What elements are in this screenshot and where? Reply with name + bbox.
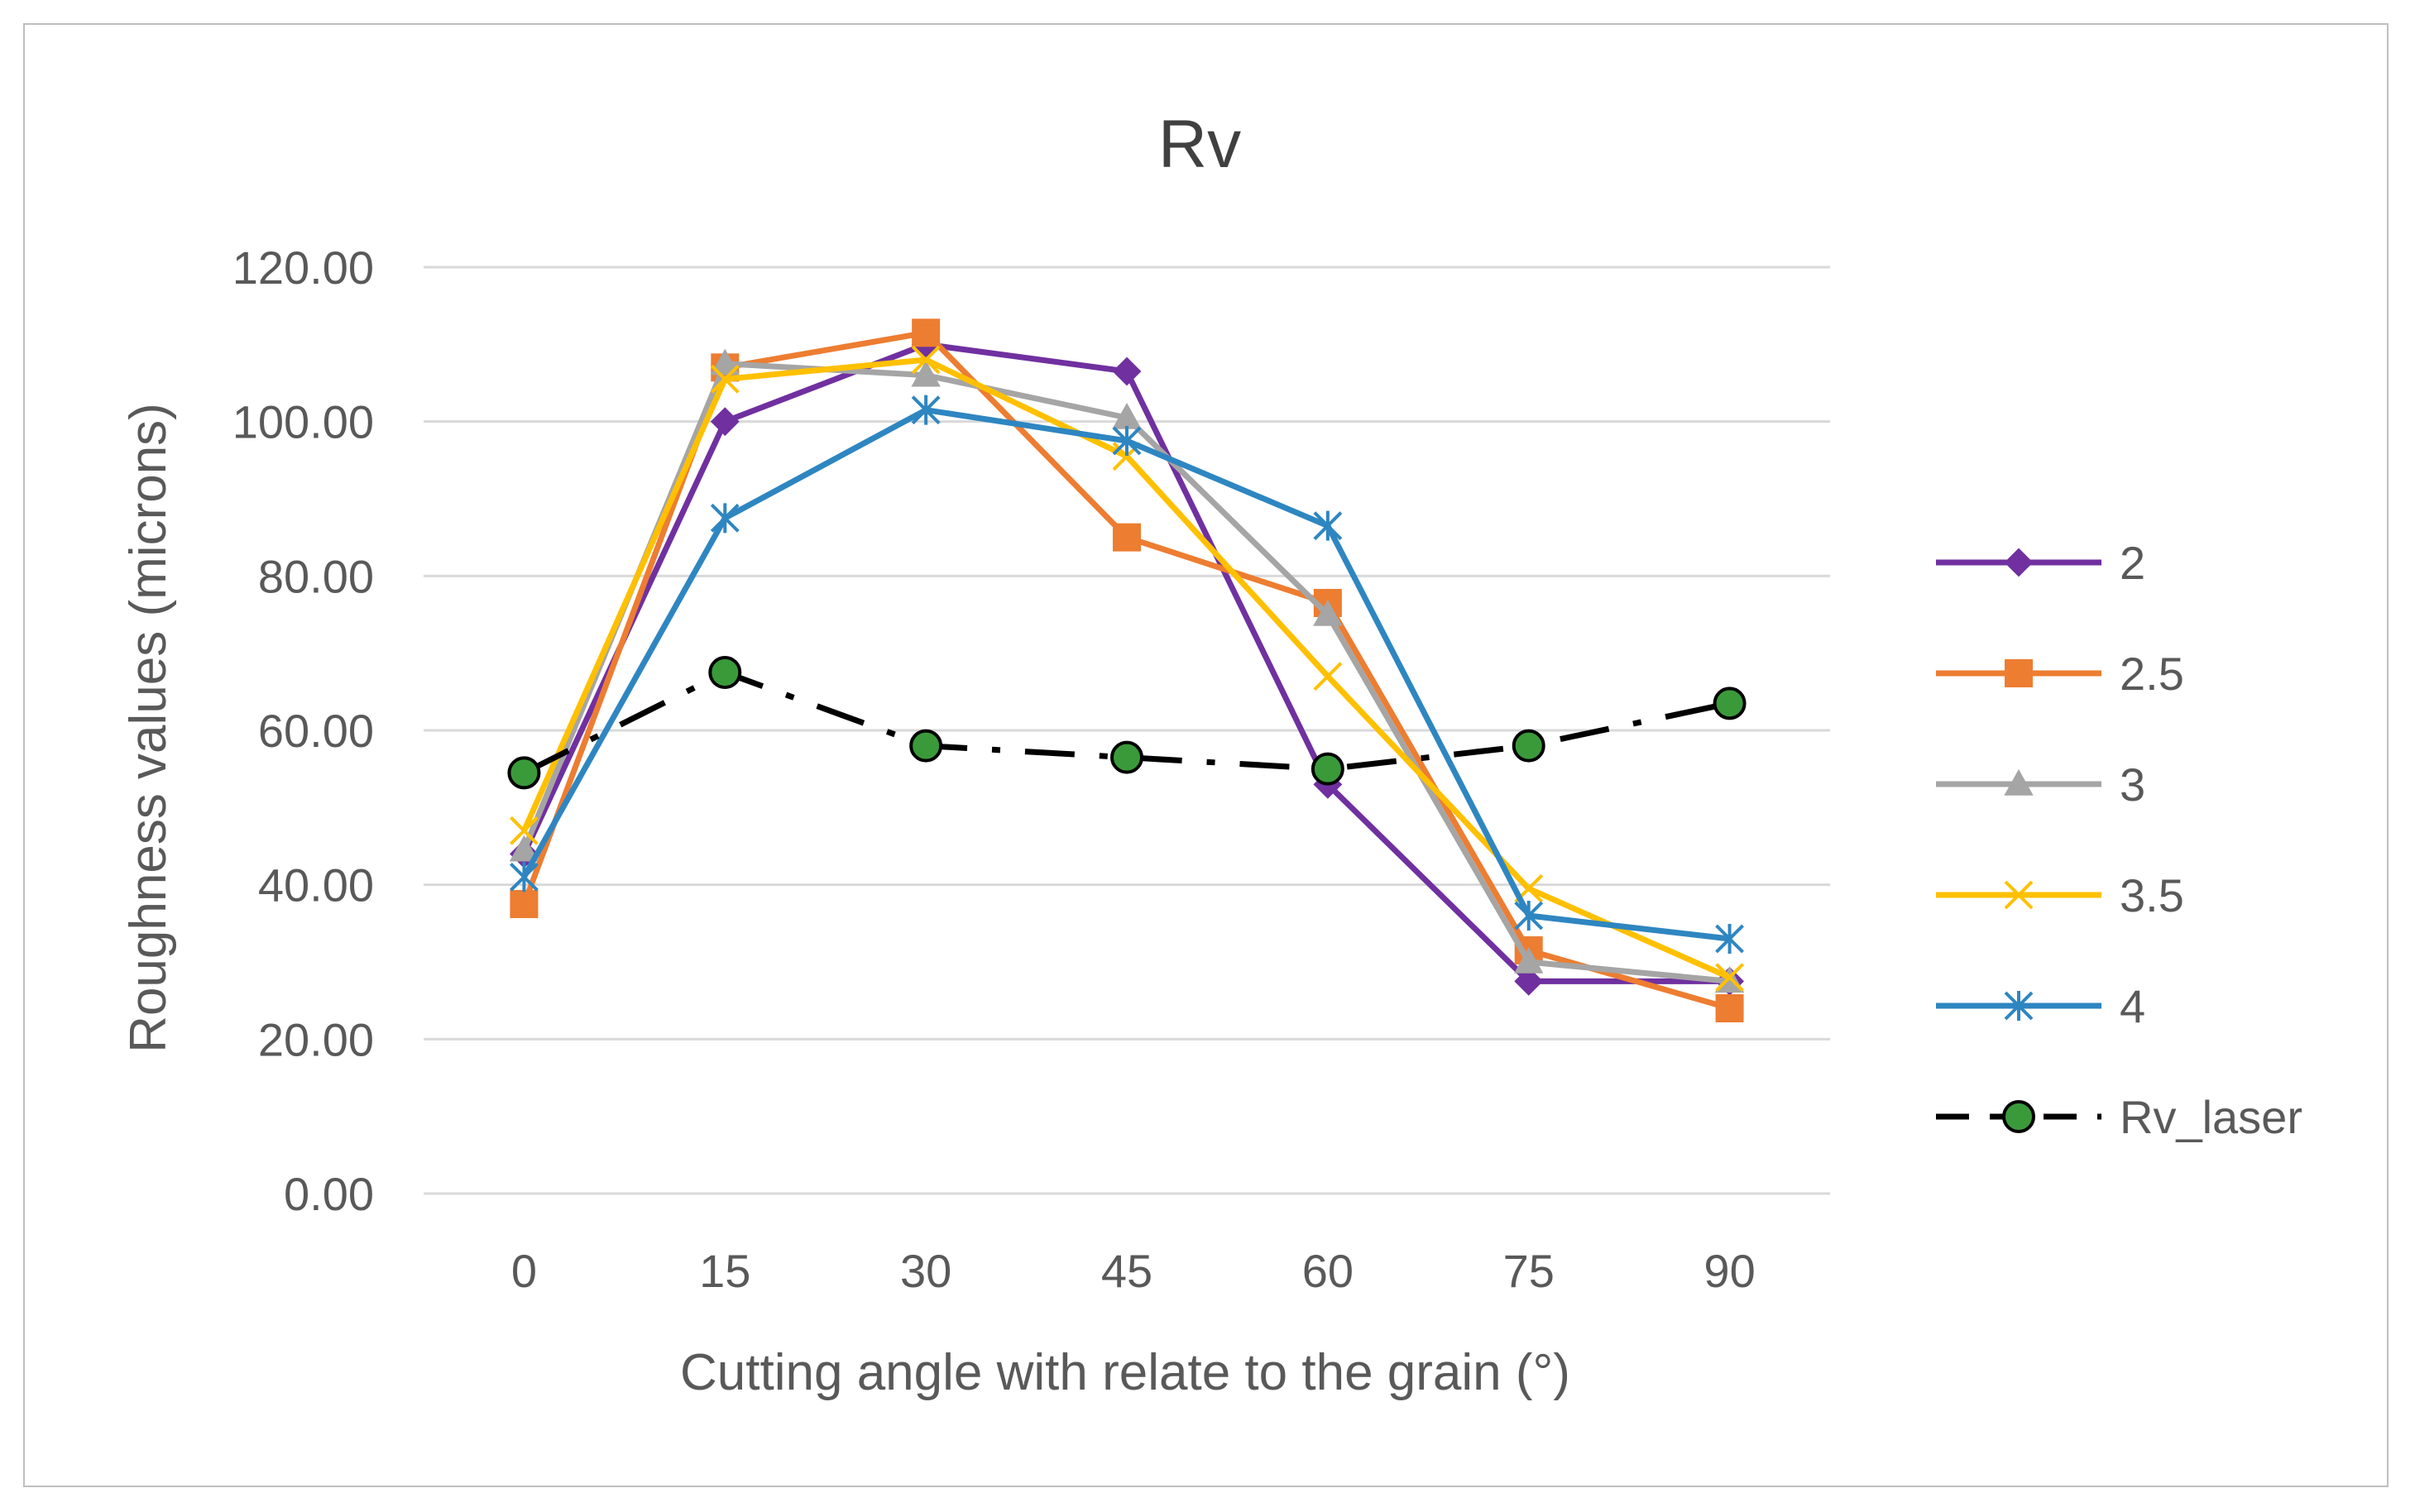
- data-point: [1514, 901, 1544, 931]
- data-point: [510, 862, 539, 892]
- data-point: [1713, 687, 1747, 720]
- legend-marker: [2005, 659, 2033, 687]
- legend-label: 3.5: [2120, 869, 2184, 921]
- data-point: [1514, 966, 1544, 996]
- data-point: [708, 656, 742, 689]
- data-point: [1715, 963, 1744, 993]
- data-point: [710, 364, 740, 394]
- data-point: [509, 835, 539, 862]
- series-4: [510, 395, 1744, 954]
- data-point: [912, 318, 941, 347]
- data-point: [1110, 740, 1143, 774]
- data-point: [510, 816, 539, 845]
- legend-label: 4: [2120, 980, 2145, 1032]
- legend-marker: [2004, 991, 2034, 1021]
- x-tick-label: 75: [1503, 1245, 1555, 1297]
- data-point: [710, 407, 740, 437]
- data-point: [1514, 946, 1544, 974]
- x-tick-label: 90: [1703, 1245, 1755, 1297]
- data-point: [1313, 510, 1343, 541]
- legend-item: 2: [1936, 537, 2145, 589]
- data-point: [1313, 599, 1343, 626]
- legend-item: Rv_laser: [1936, 1091, 2302, 1143]
- x-axis-title: Cutting angle with relate to the grain (…: [680, 1344, 1570, 1401]
- data-point: [1113, 523, 1141, 552]
- data-point: [1512, 729, 1545, 763]
- x-axis-ticks: 0 15 30 45 60 75 90: [511, 1245, 1756, 1297]
- y-tick-label: 20.00: [258, 1013, 374, 1065]
- legend-label: 2: [2120, 537, 2145, 589]
- x-tick-label: 15: [699, 1245, 750, 1297]
- data-point: [1715, 924, 1744, 954]
- legend-item: 3.5: [1936, 869, 2184, 921]
- y-tick-label: 40.00: [258, 859, 374, 912]
- series-rv-laser: [507, 656, 1747, 790]
- data-point: [911, 360, 941, 387]
- legend-label: 2.5: [2120, 648, 2184, 700]
- y-tick-label: 60.00: [258, 705, 374, 757]
- legend-marker: [2004, 880, 2034, 910]
- y-tick-label: 120.00: [232, 242, 374, 294]
- legend-marker: [2002, 1100, 2035, 1133]
- legend-label: Rv_laser: [2120, 1091, 2302, 1143]
- series-line: [521, 407, 1730, 942]
- y-tick-label: 100.00: [232, 396, 374, 448]
- data-point: [507, 756, 541, 790]
- data-point: [710, 348, 740, 376]
- data-point: [911, 395, 941, 425]
- y-tick-label: 0.00: [284, 1168, 374, 1220]
- y-tick-label: 80.00: [258, 550, 374, 602]
- data-point: [1112, 356, 1142, 386]
- legend-marker: [2004, 548, 2034, 577]
- series-layer: [507, 318, 1747, 1022]
- y-axis-title: Roughness values (microns): [120, 403, 177, 1053]
- y-axis-ticks: 0.00 20.00 40.00 60.00 80.00 100.00 120.00: [232, 242, 374, 1220]
- x-tick-label: 30: [900, 1245, 951, 1297]
- x-tick-label: 60: [1302, 1245, 1354, 1297]
- data-point: [1715, 994, 1744, 1022]
- data-point: [1311, 752, 1344, 786]
- legend-item: 4: [1936, 980, 2145, 1032]
- data-point: [911, 345, 941, 375]
- chart-title: Rv: [1158, 107, 1241, 182]
- data-point: [510, 890, 539, 918]
- legend: 2 2.5 3 3.5 4 Rv_laser: [1936, 537, 2302, 1143]
- x-tick-label: 45: [1101, 1245, 1152, 1297]
- x-tick-label: 0: [511, 1245, 537, 1297]
- legend-item: 2.5: [1936, 648, 2184, 700]
- data-point: [1313, 662, 1343, 691]
- data-point: [909, 729, 943, 763]
- legend-marker: [2004, 768, 2034, 796]
- legend-label: 3: [2120, 758, 2145, 811]
- data-point: [1112, 426, 1142, 456]
- data-point: [710, 503, 740, 534]
- legend-item: 3: [1936, 758, 2145, 811]
